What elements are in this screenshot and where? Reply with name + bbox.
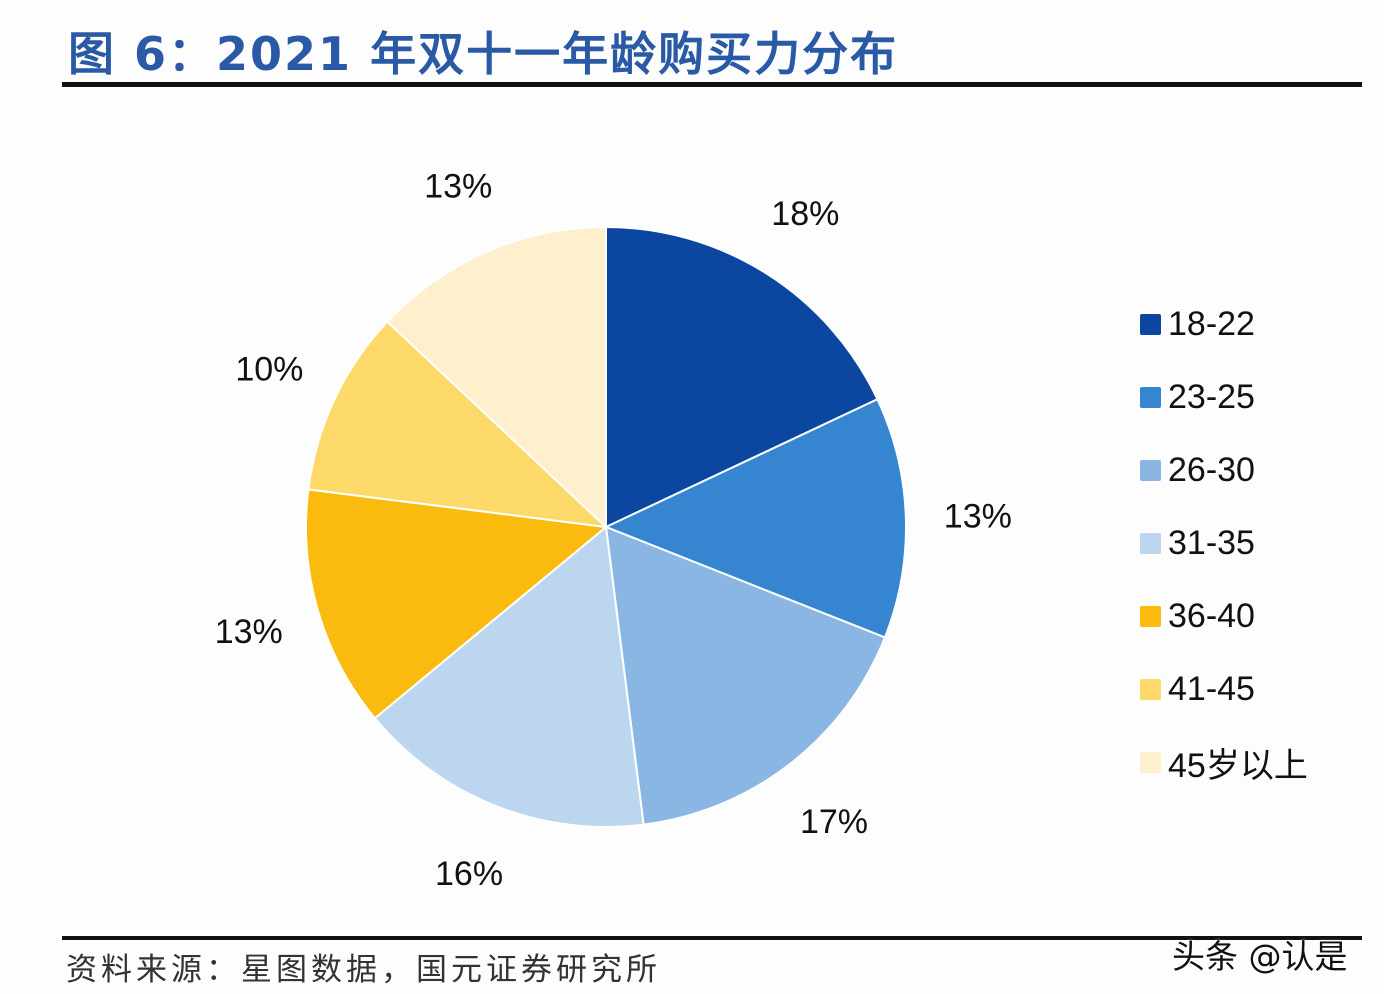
legend-item: 36-40 — [1140, 580, 1308, 653]
legend-item: 26-30 — [1140, 434, 1308, 507]
pie-slice-45岁以上 — [385, 225, 607, 530]
legend-item: 31-35 — [1140, 507, 1308, 580]
legend-label: 26-30 — [1168, 451, 1255, 489]
pie-slice-36-40 — [305, 488, 609, 720]
legend-label: 18-22 — [1168, 305, 1255, 343]
legend-swatch — [1140, 533, 1161, 554]
legend-swatch — [1140, 314, 1161, 335]
legend-label: 23-25 — [1168, 378, 1255, 416]
bottom-rule — [62, 936, 1362, 940]
source-note: 资料来源：星图数据，国元证券研究所 — [66, 952, 661, 988]
data-label: 16% — [435, 855, 503, 893]
data-label: 13% — [424, 168, 492, 206]
legend-item: 23-25 — [1140, 361, 1308, 434]
legend-item: 18-22 — [1140, 288, 1308, 361]
legend-swatch — [1140, 752, 1161, 773]
top-rule — [62, 82, 1362, 87]
watermark: 头条 @认是 — [1172, 937, 1348, 976]
data-label: 18% — [771, 195, 839, 233]
legend-swatch — [1140, 387, 1161, 408]
pie-slice-18-22 — [605, 225, 879, 529]
data-label: 13% — [215, 613, 283, 651]
pie-slice-31-35 — [373, 525, 645, 828]
pie-slice-26-30 — [604, 525, 887, 826]
pie-slice-23-25 — [603, 397, 907, 639]
legend: 18-22 23-25 26-30 31-35 36-40 41-45 45岁以上 — [1140, 288, 1308, 799]
legend-swatch — [1140, 606, 1161, 627]
legend-label: 36-40 — [1168, 597, 1255, 635]
data-label: 10% — [235, 351, 303, 389]
legend-label: 45岁以上 — [1168, 747, 1308, 785]
legend-label: 31-35 — [1168, 524, 1255, 562]
pie-slice-41-45 — [307, 320, 609, 529]
legend-item: 41-45 — [1140, 653, 1308, 726]
legend-swatch — [1140, 679, 1161, 700]
legend-swatch — [1140, 460, 1161, 481]
data-label: 17% — [800, 803, 868, 841]
legend-item: 45岁以上 — [1140, 726, 1308, 799]
chart-title: 图 6：2021 年双十一年龄购买力分布 — [68, 27, 899, 81]
data-label: 13% — [944, 497, 1012, 535]
legend-label: 41-45 — [1168, 670, 1255, 708]
